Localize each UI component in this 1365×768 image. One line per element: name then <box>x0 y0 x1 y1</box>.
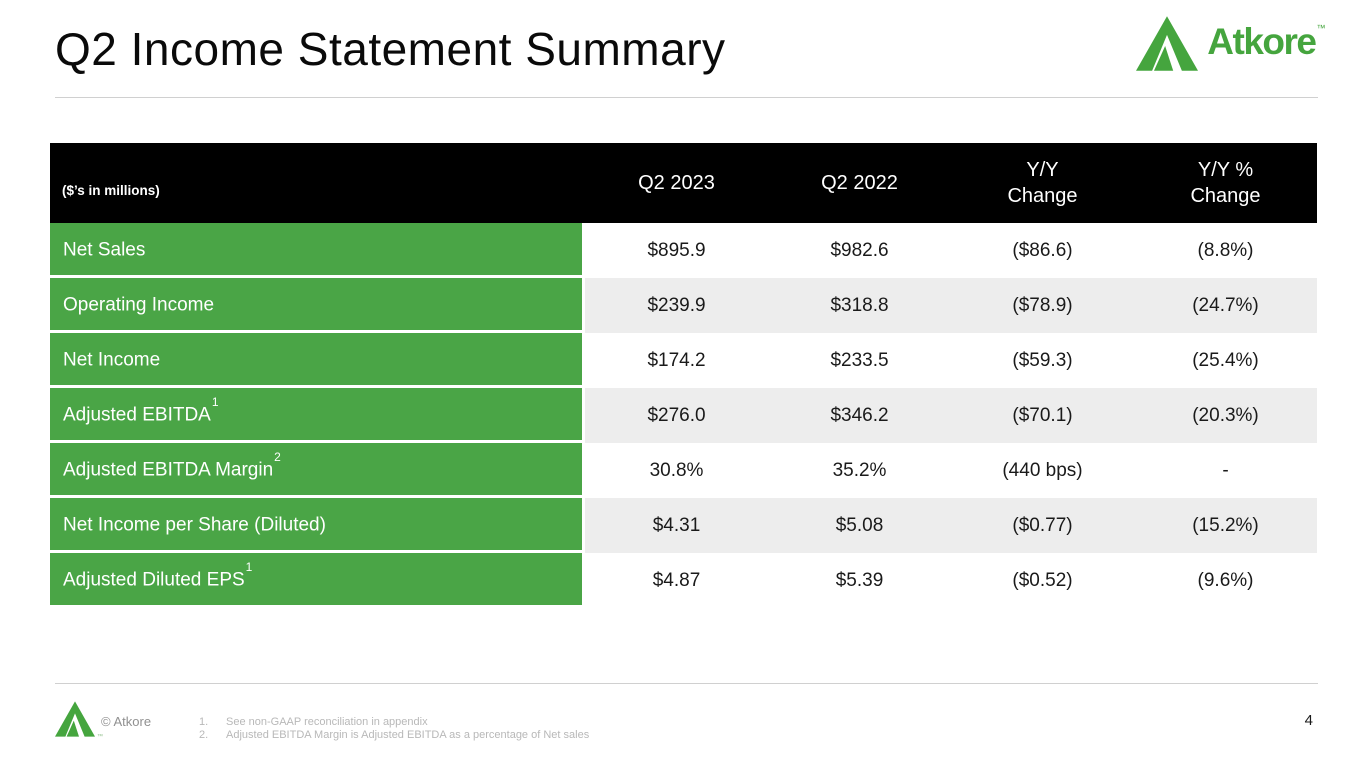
trademark-symbol: ™ <box>97 734 103 740</box>
footnote-number: 1. <box>199 716 209 728</box>
atkore-triangle-icon <box>55 701 95 737</box>
cell-value: (8.8%) <box>1134 223 1317 278</box>
footnote-1: 1. See non-GAAP reconciliation in append… <box>199 716 589 729</box>
col-header-yy-pct-change: Y/Y % Change <box>1134 143 1317 223</box>
col-header-q2-2022: Q2 2022 <box>768 143 951 223</box>
row-label: Adjusted EBITDA1 <box>50 388 585 443</box>
cell-value: (9.6%) <box>1134 553 1317 608</box>
row-label: Net Income per Share (Diluted) <box>50 498 585 553</box>
cell-value: ($0.52) <box>951 553 1134 608</box>
cell-value: $5.08 <box>768 498 951 553</box>
cell-value: (25.4%) <box>1134 333 1317 388</box>
row-label: Adjusted EBITDA Margin2 <box>50 443 585 498</box>
cell-value: (15.2%) <box>1134 498 1317 553</box>
cell-value: - <box>1134 443 1317 498</box>
cell-value: 35.2% <box>768 443 951 498</box>
cell-value: $239.9 <box>585 278 768 333</box>
cell-value: ($59.3) <box>951 333 1134 388</box>
cell-value: $276.0 <box>585 388 768 443</box>
cell-value: ($0.77) <box>951 498 1134 553</box>
cell-value: ($86.6) <box>951 223 1134 278</box>
footnote-text: See non-GAAP reconciliation in appendix <box>226 716 428 728</box>
footnote-text: Adjusted EBITDA Margin is Adjusted EBITD… <box>226 729 590 742</box>
footnote-2: 2. Adjusted EBITDA Margin is Adjusted EB… <box>199 729 589 742</box>
footnotes: 1. See non-GAAP reconciliation in append… <box>199 716 589 743</box>
table-row-operating-income: Operating Income $239.9 $318.8 ($78.9) (… <box>50 278 1317 333</box>
page-number: 4 <box>1304 712 1313 729</box>
atkore-logo: Atkore™ <box>1136 16 1326 71</box>
footnote-number: 2. <box>199 729 209 742</box>
col-header-q2-2023: Q2 2023 <box>585 143 768 223</box>
cell-value: (440 bps) <box>951 443 1134 498</box>
cell-value: $4.31 <box>585 498 768 553</box>
cell-value: $233.5 <box>768 333 951 388</box>
trademark-symbol: ™ <box>1316 22 1326 33</box>
title-divider <box>55 97 1318 98</box>
cell-value: $318.8 <box>768 278 951 333</box>
row-label: Net Income <box>50 333 585 388</box>
row-label: Operating Income <box>50 278 585 333</box>
table-row-adjusted-ebitda: Adjusted EBITDA1 $276.0 $346.2 ($70.1) (… <box>50 388 1317 443</box>
cell-value: $174.2 <box>585 333 768 388</box>
table-header-row: ($’s in millions) Q2 2023 Q2 2022 Y/Y Ch… <box>50 143 1317 223</box>
table-row-net-income: Net Income $174.2 $233.5 ($59.3) (25.4%) <box>50 333 1317 388</box>
cell-value: (24.7%) <box>1134 278 1317 333</box>
table-row-adjusted-diluted-eps: Adjusted Diluted EPS1 $4.87 $5.39 ($0.52… <box>50 553 1317 608</box>
table-row-adjusted-ebitda-margin: Adjusted EBITDA Margin2 30.8% 35.2% (440… <box>50 443 1317 498</box>
table-row-net-income-per-share: Net Income per Share (Diluted) $4.31 $5.… <box>50 498 1317 553</box>
cell-value: $982.6 <box>768 223 951 278</box>
copyright-text: © Atkore <box>101 714 152 729</box>
table-row-net-sales: Net Sales $895.9 $982.6 ($86.6) (8.8%) <box>50 223 1317 278</box>
footer-divider <box>55 683 1318 684</box>
cell-value: (20.3%) <box>1134 388 1317 443</box>
cell-value: $5.39 <box>768 553 951 608</box>
cell-value: ($70.1) <box>951 388 1134 443</box>
cell-value: $346.2 <box>768 388 951 443</box>
col-header-yy-change: Y/Y Change <box>951 143 1134 223</box>
page-title: Q2 Income Statement Summary <box>55 23 726 75</box>
income-statement-table: ($’s in millions) Q2 2023 Q2 2022 Y/Y Ch… <box>50 143 1317 608</box>
cell-value: $4.87 <box>585 553 768 608</box>
atkore-triangle-icon <box>1136 16 1199 71</box>
row-label: Adjusted Diluted EPS1 <box>50 553 585 608</box>
row-label: Net Sales <box>50 223 585 278</box>
cell-value: $895.9 <box>585 223 768 278</box>
brand-wordmark: Atkore™ <box>1207 20 1326 62</box>
cell-value: ($78.9) <box>951 278 1134 333</box>
footer-atkore-logo: ™ <box>55 701 103 742</box>
unit-note: ($’s in millions) <box>50 143 585 223</box>
cell-value: 30.8% <box>585 443 768 498</box>
